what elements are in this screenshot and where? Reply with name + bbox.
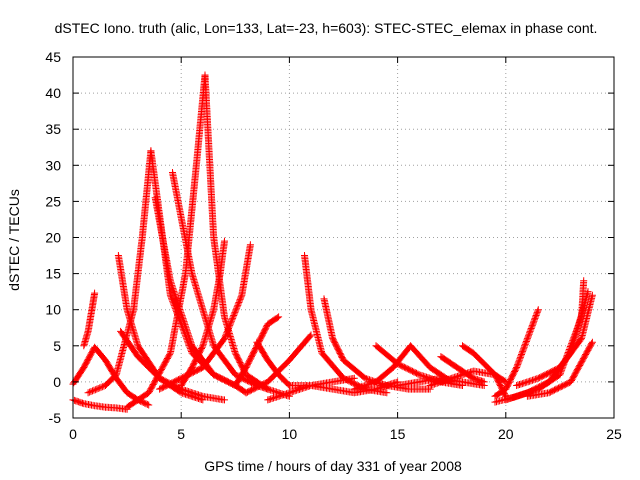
data-point-markers bbox=[80, 289, 99, 350]
data-point-markers bbox=[156, 241, 254, 393]
x-axis-label: GPS time / hours of day 331 of year 2008 bbox=[204, 458, 462, 474]
y-tick-label: 15 bbox=[45, 266, 61, 282]
y-tick-label: 20 bbox=[45, 230, 61, 246]
data-series bbox=[69, 396, 131, 413]
y-tick-label: 25 bbox=[45, 193, 61, 209]
data-series bbox=[523, 338, 596, 400]
data-point-markers bbox=[513, 291, 596, 389]
data-series bbox=[123, 71, 209, 411]
data-series bbox=[513, 291, 596, 389]
data-point-markers bbox=[242, 331, 315, 397]
data-point-markers bbox=[523, 338, 596, 400]
data-series bbox=[80, 289, 99, 350]
data-point-markers bbox=[123, 71, 209, 411]
y-axis-ticks: -5 0 5 10 15 20 25 30 35 40 45 bbox=[45, 49, 614, 426]
y-tick-label: 40 bbox=[45, 85, 61, 101]
y-tick-label: 0 bbox=[53, 374, 61, 390]
data-point-markers bbox=[491, 306, 542, 400]
chart-title: dSTEC Iono. truth (alic, Lon=133, Lat=-2… bbox=[55, 20, 598, 36]
data-point-markers bbox=[69, 396, 131, 413]
x-tick-label: 15 bbox=[390, 426, 406, 442]
y-tick-label: -5 bbox=[49, 410, 62, 426]
data-point-markers bbox=[350, 342, 456, 393]
x-tick-label: 10 bbox=[282, 426, 298, 442]
y-tick-label: 35 bbox=[45, 121, 61, 137]
x-tick-label: 5 bbox=[177, 426, 185, 442]
data-series bbox=[350, 342, 456, 393]
y-tick-label: 10 bbox=[45, 302, 61, 318]
grid bbox=[73, 57, 614, 418]
x-tick-label: 25 bbox=[606, 426, 622, 442]
y-axis-label: dSTEC / TECUs bbox=[6, 189, 22, 291]
x-axis-ticks: 0 5 10 15 20 25 bbox=[69, 57, 622, 442]
data-series bbox=[491, 306, 542, 400]
plot-frame bbox=[72, 56, 615, 419]
x-tick-label: 20 bbox=[498, 426, 514, 442]
data-point-markers bbox=[264, 374, 358, 404]
y-tick-label: 30 bbox=[45, 157, 61, 173]
data-series bbox=[242, 331, 315, 397]
y-tick-label: 45 bbox=[45, 49, 61, 65]
data-marks bbox=[69, 71, 596, 413]
y-tick-label: 5 bbox=[53, 338, 61, 354]
data-series bbox=[264, 374, 358, 404]
x-tick-label: 0 bbox=[69, 426, 77, 442]
data-series bbox=[156, 241, 254, 393]
